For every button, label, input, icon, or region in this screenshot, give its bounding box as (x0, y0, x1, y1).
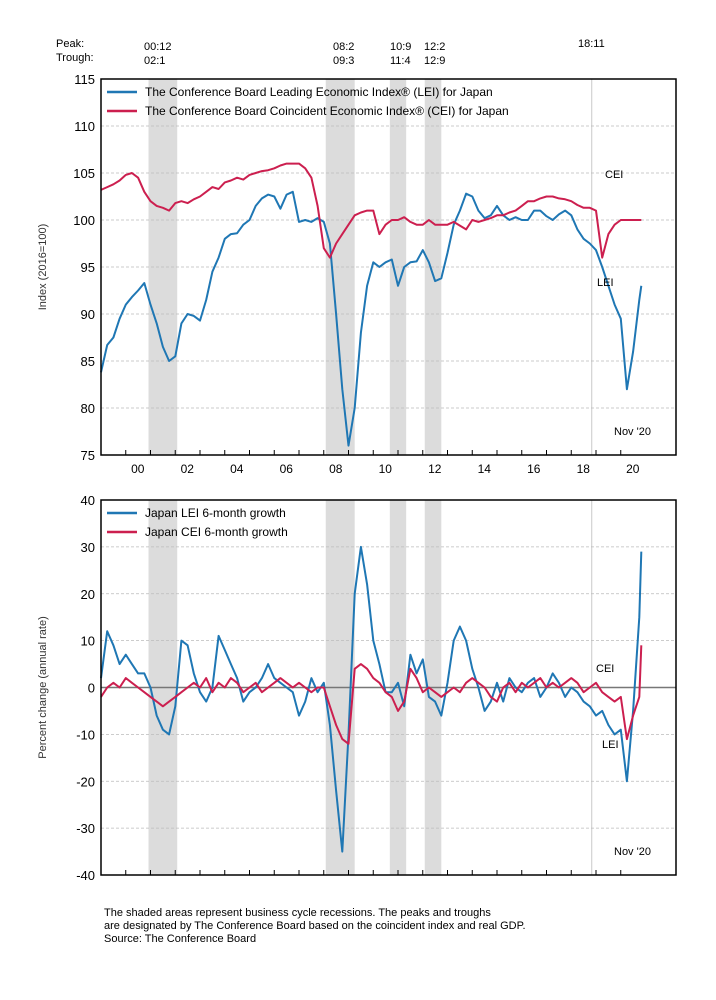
x-tick-label: 02 (181, 462, 195, 476)
y-tick-label: 20 (81, 587, 95, 602)
peak-date: 18:11 (578, 38, 605, 50)
date-annotation: Nov '20 (614, 426, 651, 438)
x-tick-label: 20 (626, 462, 640, 476)
x-tick-label: 14 (478, 462, 492, 476)
y-axis-title: Index (2016=100) (37, 224, 49, 311)
x-tick-label: 04 (230, 462, 244, 476)
series-label-cei: CEI (605, 169, 623, 181)
legend-label-cei: The Conference Board Coincident Economic… (145, 104, 509, 118)
footnote-source: Source: The Conference Board (104, 933, 257, 945)
trough-date: 11:4 (390, 55, 411, 67)
trough-date: 12:9 (424, 55, 446, 67)
cei-series-line (100, 162, 642, 259)
x-tick-label: 06 (280, 462, 294, 476)
recession-shade (325, 79, 355, 455)
footnote-line-2: are designated by The Conference Board b… (104, 920, 526, 932)
x-tick-label: 08 (329, 462, 343, 476)
y-tick-label: 90 (81, 307, 95, 322)
legend-label-cei: Japan CEI 6-month growth (145, 525, 288, 539)
x-tick-label: 18 (577, 462, 591, 476)
y-tick-label: -40 (76, 868, 95, 883)
y-tick-label: -30 (76, 821, 95, 836)
peak-date: 08:2 (333, 41, 355, 53)
x-tick-label: 16 (527, 462, 541, 476)
peak-date: 12:2 (424, 41, 446, 53)
y-tick-label: 100 (73, 213, 95, 228)
series-label-cei: CEI (596, 663, 614, 675)
cei-series-line (100, 645, 643, 745)
x-tick-label: 10 (379, 462, 393, 476)
y-tick-label: 75 (81, 448, 95, 463)
x-tick-label: 12 (428, 462, 442, 476)
peak-label: Peak: (56, 38, 85, 50)
trough-date: 02:1 (144, 55, 166, 67)
x-tick-label: 00 (131, 462, 145, 476)
date-annotation: Nov '20 (614, 846, 651, 858)
y-tick-label: 10 (81, 634, 95, 649)
plot-frame (100, 499, 677, 876)
y-tick-label: 105 (73, 166, 95, 181)
plot-frame (100, 78, 677, 456)
y-tick-label: -10 (76, 727, 95, 742)
y-tick-label: 95 (81, 260, 95, 275)
footnote-line-1: The shaded areas represent business cycl… (104, 907, 491, 919)
y-tick-label: 0 (88, 681, 95, 696)
lei-series-line (100, 545, 643, 853)
y-axis-title: Percent change (annual rate) (37, 616, 49, 758)
legend-label-lei: The Conference Board Leading Economic In… (145, 85, 493, 99)
y-tick-label: -20 (76, 774, 95, 789)
y-tick-label: 85 (81, 354, 95, 369)
footnote: The shaded areas represent business cycl… (104, 907, 526, 946)
y-tick-label: 115 (74, 72, 95, 87)
legend-label-lei: Japan LEI 6-month growth (145, 506, 286, 520)
trough-date: 09:3 (333, 55, 355, 67)
trough-label: Trough: (56, 52, 94, 64)
y-tick-label: 30 (81, 540, 95, 555)
peak-date: 10:9 (390, 41, 412, 53)
peak-date: 00:12 (144, 41, 172, 53)
y-tick-label: 110 (74, 119, 95, 134)
y-tick-label: 40 (81, 493, 95, 508)
y-tick-label: 80 (81, 401, 95, 416)
series-label-lei: LEI (597, 277, 614, 289)
series-label-lei: LEI (602, 739, 619, 751)
lei-series-line (100, 190, 643, 447)
